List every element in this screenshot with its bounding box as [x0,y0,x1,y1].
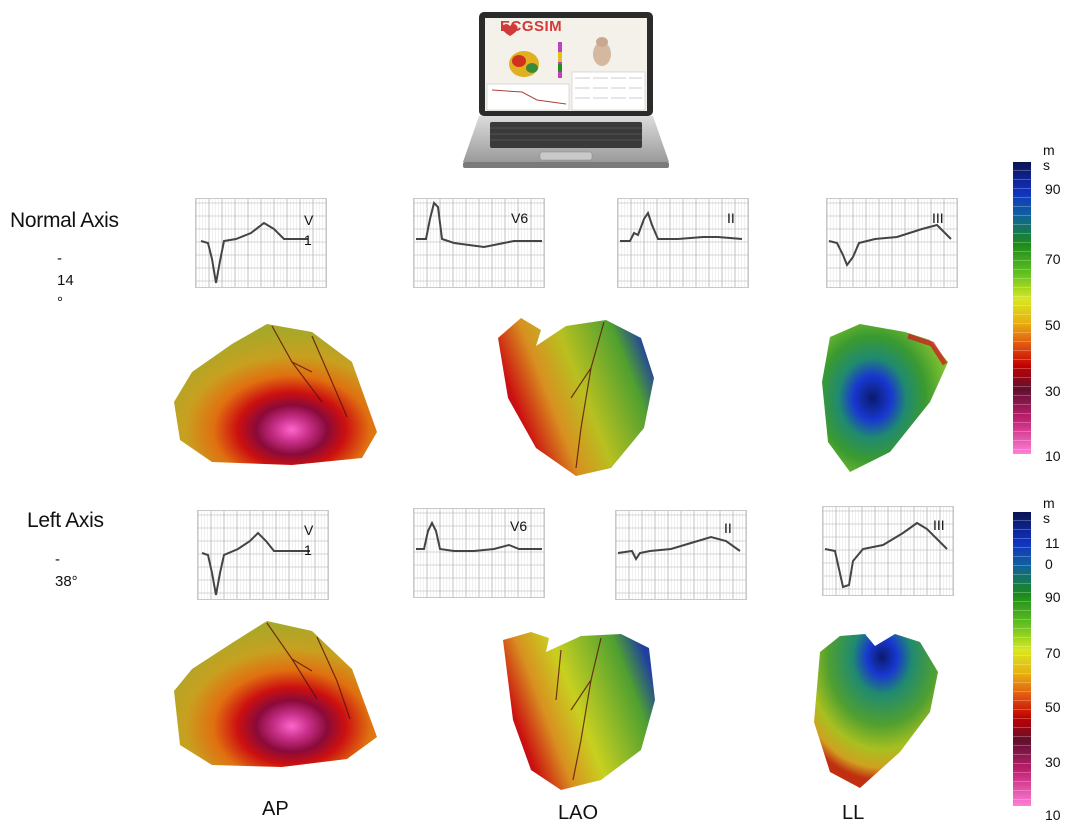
colorbar-tick: 50 [1045,317,1061,333]
axis-line: 14 [57,272,74,289]
ecgsim-laptop-illustration: ECGSIM [462,12,670,176]
colorbar-unit-normal: m s [1043,142,1055,173]
view-label-ll: LL [842,802,865,824]
ecgsim-logo-text: ECGSIM [500,18,563,35]
colorbar-left [1013,512,1031,811]
view-label-lao: LAO [558,802,599,824]
colorbar-normal [1013,162,1031,459]
ecg-strip-ii [615,510,747,600]
colorbar-tick: 11 [1045,535,1060,551]
colorbar-unit-left: m s [1043,495,1055,526]
ecg-strip-v1 [197,510,329,600]
lead-label-v6: V6 [511,210,529,226]
colorbar-tick: 90 [1045,181,1061,197]
colorbar-tick: 50 [1045,699,1061,715]
colorbar-tick: 90 [1045,589,1061,605]
heart-map-ll-left [810,632,942,793]
ecg-strip-ii [617,198,749,288]
colorbar-tick: 30 [1045,383,1061,399]
axis-line: 38° [55,573,78,590]
axis-line: ° [57,294,63,311]
ecg-strip-v6 [413,198,545,288]
ecg-strip-iii [822,506,954,596]
lead-label-ii: II [727,210,735,226]
view-label-ap: AP [262,798,289,820]
colorbar-tick: 0 [1045,556,1053,572]
lead-label-v6: V6 [510,518,528,534]
heart-map-lao-left [501,630,657,795]
colorbar-tick: 70 [1045,251,1061,267]
colorbar-tick: 10 [1045,448,1061,464]
row-title-left-axis: Left Axis [27,509,104,532]
heart-map-ll-normal [820,322,950,477]
normal-axis-value: - 14 ° [57,248,74,314]
ecg-strip-iii [826,198,958,288]
lead-label-v1: V 1 [304,212,314,248]
ecg-strip-v1 [195,198,327,288]
heart-map-ap-normal [172,322,382,472]
colorbar-tick: 30 [1045,754,1061,770]
lead-label-v1: V 1 [304,522,314,558]
lead-label-iii: III [933,517,945,533]
lead-label-ii: II [724,520,732,536]
left-axis-value: - 38° [55,549,78,593]
heart-map-lao-normal [496,318,656,483]
ecg-strip-v6 [413,508,545,598]
heart-map-ap-left [172,619,382,774]
lead-label-iii: III [932,210,944,226]
colorbar-tick: 10 [1045,807,1061,823]
row-title-normal-axis: Normal Axis [10,209,119,232]
axis-line: - [57,250,62,267]
colorbar-tick: 70 [1045,645,1061,661]
axis-line: - [55,551,60,568]
